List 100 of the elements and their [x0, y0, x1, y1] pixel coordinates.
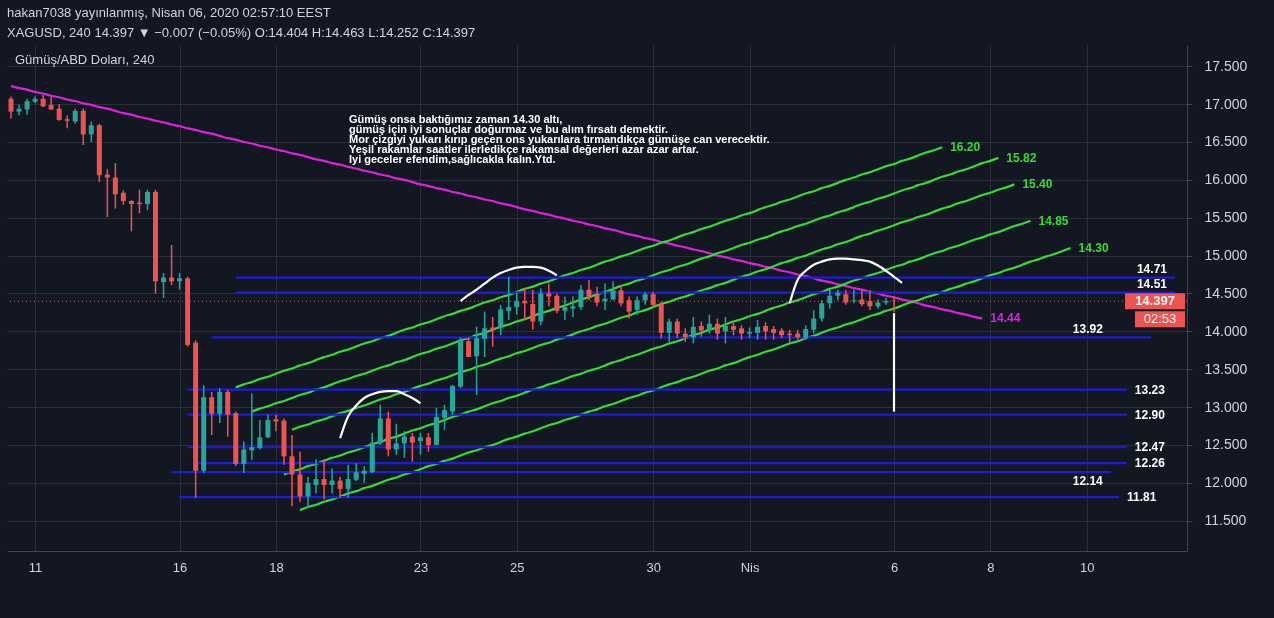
y-tick-label: 12.500 [1204, 436, 1248, 453]
candlestick [249, 392, 255, 461]
candlestick [313, 458, 319, 495]
candlestick [506, 276, 512, 321]
y-tick-label: 17.500 [1204, 57, 1248, 74]
candlestick [241, 440, 247, 474]
candlestick [883, 297, 889, 306]
x-tick-label: 8 [987, 559, 995, 575]
candlestick [128, 199, 134, 233]
candlestick [514, 291, 520, 316]
candlestick [811, 309, 817, 335]
text: XAGUSD, 240 14.397 ▼ −0.007 (−0.05%) O:14.404 H:14.463 L:14.252 C:14.397 [7, 25, 476, 40]
annotation: Gümüş onsa baktığımız zaman 14.30 altı, gümüş için iyi sonuçlar doğurmaz ve bu alım fırsatı demektir. Mor çizgiyi yukarı kırıp geçen ons yukarılara tırmandıkça gümüşe can verecektir. Yeşil rakamlar saatler ilerledikçe rakamsal değerleri azar azar artar. Iyi geceler efendim,sağlıcakla kalın.Ytd. [349, 113, 770, 165]
candlestick [827, 288, 833, 310]
candlestick [257, 419, 263, 451]
series-label: 14.85 [1038, 213, 1069, 228]
candlestick [602, 282, 608, 311]
x-tick-label: 6 [890, 559, 899, 575]
y-tick-label: 15.000 [1204, 247, 1248, 264]
candlestick [417, 432, 423, 456]
candlestick [578, 284, 584, 311]
candlestick [498, 304, 504, 336]
candlestick [225, 388, 231, 438]
y-tick-label: 11.500 [1204, 512, 1247, 529]
line-series [459, 265, 558, 303]
annotation: 02:53 [1143, 311, 1177, 327]
x-tick-label: 18 [269, 559, 284, 575]
x-tick-label: 16 [172, 559, 188, 575]
series-label: 14.51 [1136, 277, 1168, 292]
line-series [282, 219, 1032, 476]
candlestick [425, 432, 431, 453]
candlestick [104, 168, 110, 218]
y-tick-label: 13.500 [1204, 360, 1248, 377]
candlestick [321, 458, 327, 501]
candlestick [474, 326, 480, 396]
candlestick [714, 317, 720, 341]
candlestick [273, 413, 279, 433]
candlestick [666, 317, 672, 343]
series-label: 12.90 [1134, 407, 1166, 422]
candlestick [851, 288, 857, 305]
candlestick [722, 316, 728, 345]
candlestick [755, 319, 761, 341]
line-series [298, 246, 1072, 512]
y-tick-label: 17.000 [1204, 95, 1248, 112]
series-label: 15.40 [1022, 177, 1053, 192]
y-tick-label: 13.000 [1204, 398, 1248, 415]
x-tick-label: 23 [413, 559, 429, 575]
candlestick [634, 295, 640, 316]
candlestick [112, 162, 118, 210]
series-label: 12.26 [1134, 456, 1166, 471]
candlestick [144, 188, 150, 211]
text: hakan7038 yayınlanmış, Nisan 06, 2020 02:57:10 EEST [7, 5, 331, 20]
candlestick [289, 434, 295, 508]
candlestick [482, 310, 488, 358]
candlestick [265, 413, 271, 439]
line-series [9, 84, 984, 320]
candlestick [706, 313, 712, 335]
y-tick-label: 12.000 [1204, 474, 1248, 491]
candlestick [690, 316, 696, 345]
series-label: 12.47 [1134, 440, 1166, 455]
candlestick [209, 391, 215, 436]
candlestick [522, 287, 528, 321]
candlestick [297, 451, 303, 503]
candlestick [409, 432, 415, 463]
candlestick [88, 120, 94, 143]
y-tick-label: 16.000 [1204, 171, 1248, 188]
series-label: 12.14 [1072, 473, 1104, 488]
candlestick [305, 476, 311, 509]
series-label: 14.30 [1078, 241, 1109, 256]
candlestick [393, 422, 399, 456]
x-tick-label: 10 [1079, 559, 1095, 575]
line-series [339, 390, 422, 440]
series-label: 13.92 [1072, 321, 1104, 336]
ref-line-label: 14.397 [1135, 293, 1175, 309]
y-tick-label: 14.500 [1204, 284, 1248, 301]
line-series [234, 146, 944, 389]
y-tick-label: 14.000 [1204, 322, 1248, 339]
y-tick-label: 15.500 [1204, 209, 1248, 226]
candlestick [570, 295, 576, 318]
series-label: 13.23 [1134, 382, 1166, 397]
candlestick [353, 462, 359, 483]
candlestick [441, 404, 447, 431]
candlestick [819, 299, 825, 323]
candlestick [217, 387, 223, 424]
candlestick [8, 95, 14, 120]
x-tick-label: Nis [740, 559, 760, 575]
candlestick [674, 317, 680, 339]
x-tick-label: 25 [509, 559, 525, 575]
candlestick [361, 465, 367, 484]
candlestick [345, 463, 351, 499]
x-tick-label: 30 [646, 559, 661, 575]
text: Gümüş/ABD Doları, 240 [15, 52, 155, 67]
series-label: 16.20 [950, 140, 981, 155]
candlestick [562, 295, 568, 321]
x-tick-label: 11 [28, 559, 43, 575]
candlestick [554, 292, 560, 314]
line-series [788, 257, 904, 305]
candlestick [80, 107, 86, 146]
series-label: 11.81 [1127, 490, 1157, 505]
series-label: 14.44 [990, 311, 1021, 326]
